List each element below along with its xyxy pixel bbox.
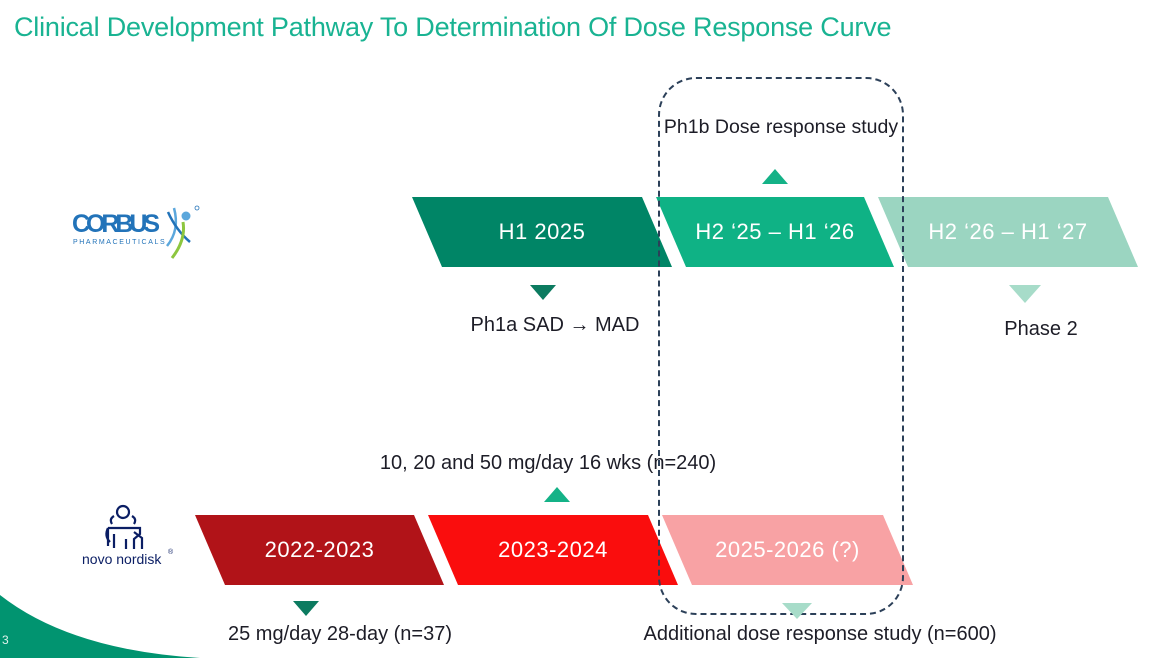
segment-label: H1 2025	[498, 219, 586, 244]
novo-nordisk-logo: novo nordisk ®	[82, 504, 174, 567]
corbus-logo-subtext: PHARMACEUTICALS	[73, 239, 166, 246]
segment-label: H2 ‘26 – H1 ‘27	[928, 219, 1088, 244]
slide-title: Clinical Development Pathway To Determin…	[14, 12, 892, 42]
corbus-logo-text: CORBUS	[72, 210, 160, 238]
segment-label: 2022-2023	[264, 537, 375, 562]
dose-28day-label: 25 mg/day 28-day (n=37)	[227, 623, 453, 645]
corbus-registered-icon	[194, 205, 200, 211]
novo-segment-2022-2023: 2022-2023	[195, 515, 444, 585]
corbus-segment-h2-25-h1-26: H2 ‘25 – H1 ‘26	[656, 197, 894, 267]
novo-segment-2023-2024: 2023-2024	[428, 515, 678, 585]
novo-segment-2025-2026: 2025-2026 (?)	[662, 515, 913, 585]
corner-swoosh-decoration	[0, 595, 200, 658]
corbus-segment-h1-2025: H1 2025	[412, 197, 672, 267]
segment-label: 2025-2026 (?)	[715, 537, 860, 562]
corbus-segment-h2-26-h1-27: H2 ‘26 – H1 ‘27	[878, 197, 1138, 267]
down-triangle-ph1a-icon	[530, 285, 556, 300]
corbus-figure-swoosh	[170, 221, 185, 259]
phase2-label: Phase 2	[1004, 318, 1078, 340]
ph1b-dose-response-label: Ph1b Dose response study	[663, 116, 899, 138]
corbus-figure-head	[181, 211, 191, 221]
novo-registered-icon: ®	[168, 548, 174, 556]
segment-label: 2023-2024	[498, 537, 608, 562]
corbus-pharmaceuticals-logo: CORBUS PHARMACEUTICALS	[72, 205, 200, 259]
novo-logo-text: novo nordisk	[82, 551, 162, 567]
novo-bull-icon	[105, 504, 144, 549]
segment-label: H2 ‘25 – H1 ‘26	[695, 219, 855, 244]
page-number: 3	[2, 633, 9, 647]
ph1a-sad-mad-label: Ph1a SAD → MAD	[470, 314, 640, 336]
up-triangle-dose-icon	[544, 487, 570, 502]
additional-dose-study-label: Additional dose response study (n=600)	[643, 623, 997, 645]
down-triangle-28day-icon	[293, 601, 319, 616]
corbus-figure-arm	[166, 207, 178, 247]
down-triangle-additional-icon	[782, 603, 812, 619]
dose-16wks-label: 10, 20 and 50 mg/day 16 wks (n=240)	[379, 452, 717, 474]
corbus-figure-arm2	[166, 211, 191, 243]
up-triangle-ph1b-icon	[762, 169, 788, 184]
down-triangle-phase2-icon	[1009, 285, 1041, 303]
